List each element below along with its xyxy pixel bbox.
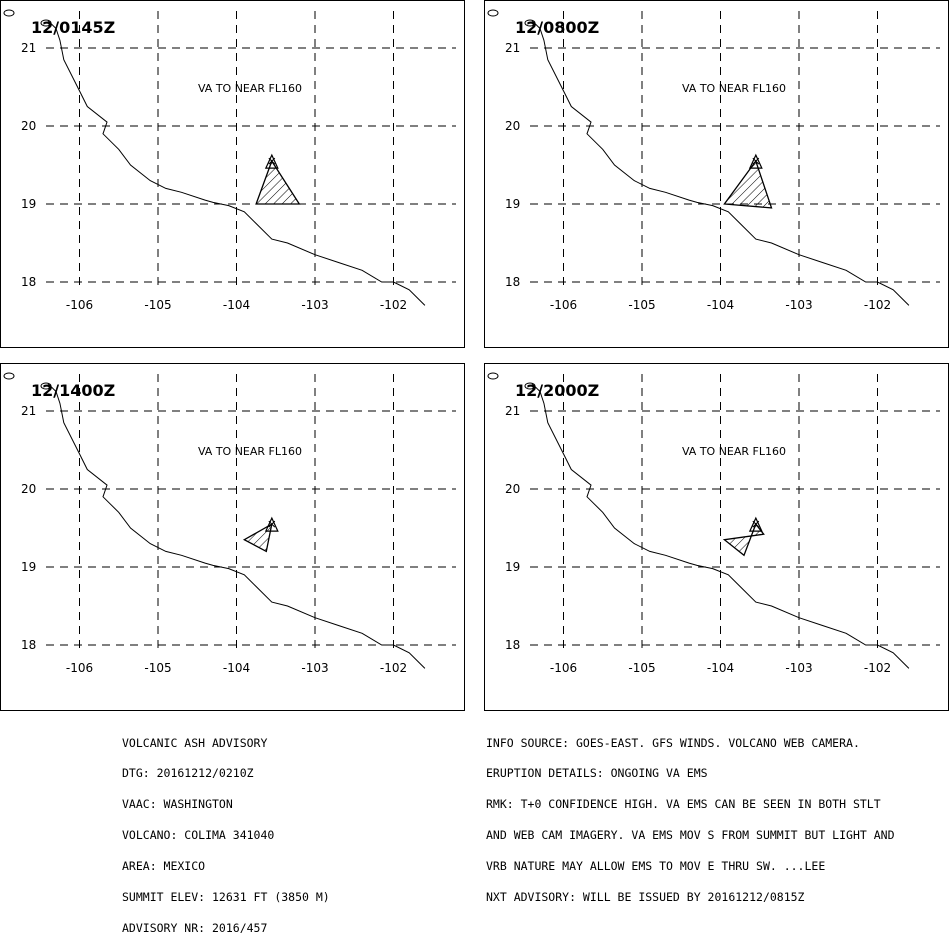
volcano-cross-mark — [268, 157, 276, 165]
ash-cloud-polygon — [242, 522, 273, 553]
longitude-tick-label: -104 — [707, 298, 734, 312]
longitude-tick-label: -106 — [66, 298, 93, 312]
longitude-tick-label: -104 — [223, 661, 250, 675]
map-panel-0800: -106 -105 -104 -103 -102 21 20 19 18 VA TO NEAR F… — [484, 0, 949, 348]
coastline — [47, 383, 426, 669]
island — [487, 372, 499, 380]
latitude-tick-label: 18 — [21, 638, 36, 652]
longitude-tick-label: -106 — [550, 298, 577, 312]
map-panel-0145: -106 -105 -104 -103 -102 21 20 19 18 VA TO NEAR F… — [0, 0, 465, 348]
longitude-tick-label: -105 — [144, 661, 171, 675]
longitude-tick-label: -104 — [223, 298, 250, 312]
coastline — [47, 20, 426, 306]
volcano-cross-mark — [752, 157, 760, 165]
island — [40, 19, 52, 27]
latitude-tick-label: 18 — [505, 275, 520, 289]
island — [524, 19, 536, 27]
latitude-tick-label: 20 — [21, 119, 36, 133]
longitude-tick-label: -105 — [144, 298, 171, 312]
longitude-tick-label: -103 — [301, 298, 328, 312]
longitude-tick-label: -103 — [301, 661, 328, 675]
latitude-tick-label: 19 — [505, 560, 520, 574]
advisory-line: VOLCANO: COLIMA 341040 — [122, 828, 275, 843]
longitude-tick-label: -102 — [380, 661, 407, 675]
island — [487, 9, 499, 17]
map-panel-1400: -106 -105 -104 -103 -102 21 20 19 18 VA TO NEAR F… — [0, 363, 465, 711]
advisory-line: VAAC: WASHINGTON — [122, 797, 233, 812]
va-label: VA TO NEAR FL160 — [682, 82, 786, 95]
volcano-cross-mark — [268, 520, 276, 528]
advisory-header-block: VOLCANIC ASH ADVISORY DTG: 20161212/0210… — [122, 717, 330, 944]
coastline — [531, 20, 910, 306]
advisory-line: AND WEB CAM IMAGERY. VA EMS MOV S FROM S… — [486, 828, 895, 843]
longitude-tick-label: -106 — [66, 661, 93, 675]
coastline — [531, 383, 910, 669]
latitude-tick-label: 20 — [505, 119, 520, 133]
longitude-tick-label: -105 — [628, 298, 655, 312]
va-label: VA TO NEAR FL160 — [682, 445, 786, 458]
advisory-line: SUMMIT ELEV: 12631 FT (3850 M) — [122, 890, 330, 905]
volcano-triangle-icon — [748, 516, 763, 532]
ash-cloud-polygon — [722, 522, 765, 557]
advisory-details-block: INFO SOURCE: GOES-EAST. GFS WINDS. VOLCA… — [486, 717, 895, 913]
panel-time-label: 12/0800Z — [515, 18, 600, 37]
advisory-line: NXT ADVISORY: WILL BE ISSUED BY 20161212… — [486, 890, 805, 905]
longitude-tick-label: -102 — [864, 298, 891, 312]
longitude-tick-label: -105 — [628, 661, 655, 675]
map-canvas: -106 -105 -104 -103 -102 21 20 19 18 VA TO NEAR F… — [3, 372, 456, 675]
latitude-tick-label: 18 — [505, 638, 520, 652]
map-canvas: -106 -105 -104 -103 -102 21 20 19 18 VA TO NEAR F… — [487, 9, 940, 312]
volcano-triangle-icon — [748, 153, 763, 169]
latitude-tick-label: 20 — [505, 482, 520, 496]
latitude-tick-label: 19 — [505, 197, 520, 211]
ash-cloud-polygon — [723, 159, 773, 209]
map-canvas: -106 -105 -104 -103 -102 21 20 19 18 VA TO NEAR F… — [3, 9, 456, 312]
longitude-tick-label: -104 — [707, 661, 734, 675]
island — [40, 382, 52, 390]
advisory-line: RMK: T+0 CONFIDENCE HIGH. VA EMS CAN BE … — [486, 797, 881, 812]
advisory-line: ADVISORY NR: 2016/457 — [122, 920, 268, 935]
latitude-tick-label: 18 — [21, 275, 36, 289]
latitude-tick-label: 20 — [21, 482, 36, 496]
panel-time-label: 12/0145Z — [31, 18, 116, 37]
longitude-tick-label: -103 — [785, 298, 812, 312]
volcano-cross-mark — [752, 520, 760, 528]
latitude-tick-label: 21 — [505, 41, 520, 55]
volcano-triangle-icon — [264, 516, 279, 532]
panel-time-label: 12/2000Z — [515, 381, 600, 400]
latitude-tick-label: 19 — [21, 197, 36, 211]
island — [3, 372, 15, 380]
ash-cloud-polygon — [255, 159, 301, 205]
longitude-tick-label: -102 — [380, 298, 407, 312]
longitude-tick-label: -102 — [864, 661, 891, 675]
latitude-tick-label: 19 — [21, 560, 36, 574]
advisory-line: VOLCANIC ASH ADVISORY — [122, 735, 268, 750]
advisory-line: AREA: MEXICO — [122, 859, 206, 874]
map-canvas: -106 -105 -104 -103 -102 21 20 19 18 VA TO NEAR F… — [487, 372, 940, 675]
longitude-tick-label: -106 — [550, 661, 577, 675]
latitude-tick-label: 21 — [505, 404, 520, 418]
advisory-line: INFO SOURCE: GOES-EAST. GFS WINDS. VOLCA… — [486, 735, 860, 750]
longitude-tick-label: -103 — [785, 661, 812, 675]
latitude-tick-label: 21 — [21, 41, 36, 55]
panel-time-label: 12/1400Z — [31, 381, 116, 400]
latitude-tick-label: 21 — [21, 404, 36, 418]
advisory-line: DTG: 20161212/0210Z — [122, 766, 254, 781]
volcano-triangle-icon — [264, 153, 279, 169]
advisory-line: VRB NATURE MAY ALLOW EMS TO MOV E THRU S… — [486, 859, 826, 874]
map-panel-2000: -106 -105 -104 -103 -102 21 20 19 18 VA TO NEAR F… — [484, 363, 949, 711]
island — [3, 9, 15, 17]
va-label: VA TO NEAR FL160 — [198, 445, 302, 458]
va-label: VA TO NEAR FL160 — [198, 82, 302, 95]
advisory-line: ERUPTION DETAILS: ONGOING VA EMS — [486, 766, 708, 781]
island — [524, 382, 536, 390]
